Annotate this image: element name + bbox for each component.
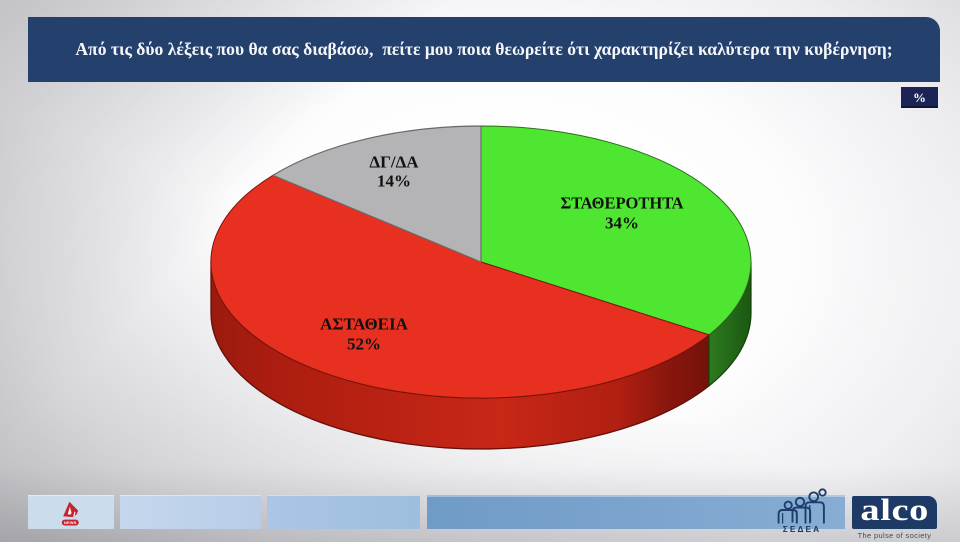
svg-text:NEWS: NEWS bbox=[64, 520, 77, 525]
